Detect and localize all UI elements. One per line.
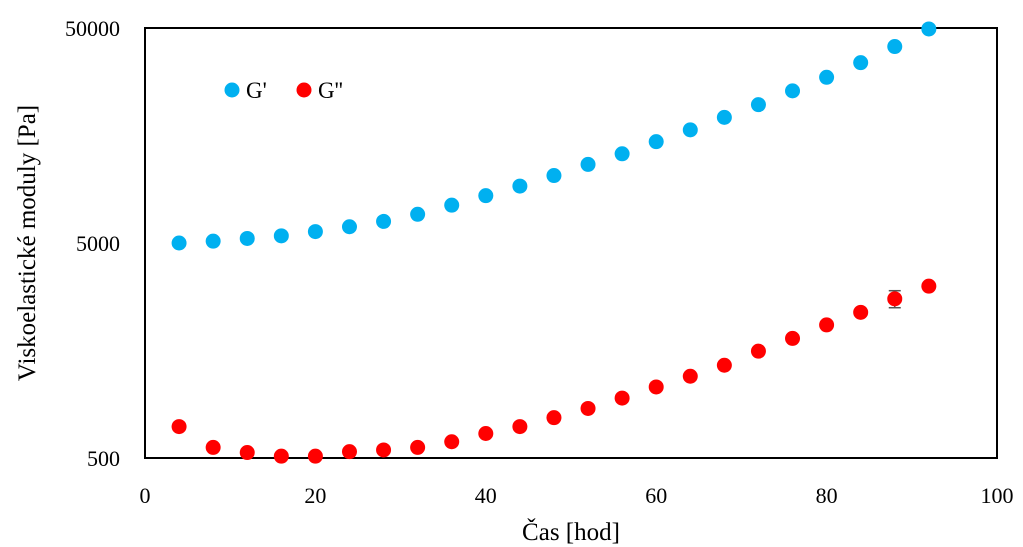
series-2-point — [239, 445, 255, 461]
x-tick-label: 80 — [816, 483, 838, 508]
series-1-point — [921, 21, 937, 37]
series-2-point — [478, 426, 494, 442]
series-2-point — [614, 390, 630, 406]
y-axis-ticks: 500 5000 50000 — [65, 16, 120, 471]
series-2-point — [307, 448, 323, 464]
series-2-point — [716, 357, 732, 373]
y-tick-label: 5000 — [76, 231, 120, 256]
plot-frame — [144, 27, 998, 459]
series-1-point — [341, 219, 357, 235]
series-2-point — [853, 304, 869, 320]
series-2-point — [444, 434, 460, 450]
series-2-point — [546, 410, 562, 426]
series-1-point — [614, 146, 630, 162]
series-2-point — [682, 368, 698, 384]
series-1-point — [376, 213, 392, 229]
x-tick-label: 40 — [475, 483, 497, 508]
series-2-point — [921, 278, 937, 294]
series-1-point — [716, 109, 732, 125]
series-1-point — [239, 230, 255, 246]
series-1-point — [750, 97, 766, 113]
y-axis-label: Viskoelastické moduly [Pa] — [14, 105, 41, 381]
series-1-point — [819, 69, 835, 85]
series-2-point — [171, 419, 187, 435]
series-2-point — [341, 444, 357, 460]
series-2-point — [376, 442, 392, 458]
legend-marker — [296, 82, 312, 98]
series-2-point — [648, 379, 664, 395]
series-2-point — [750, 343, 766, 359]
series-2-point — [580, 400, 596, 416]
series-1-point — [546, 168, 562, 184]
series-2-point — [819, 317, 835, 333]
series-1-point — [512, 178, 528, 194]
data-points — [171, 21, 937, 464]
series-1-point — [444, 197, 460, 213]
series-1-point — [887, 39, 903, 55]
x-tick-label: 0 — [140, 483, 151, 508]
series-1-point — [205, 233, 221, 249]
series-1-point — [682, 122, 698, 138]
legend-marker — [224, 82, 240, 98]
x-axis-label: Čas [hod] — [522, 518, 620, 546]
series-1-point — [307, 224, 323, 240]
series-2-point — [410, 439, 426, 455]
series-1-point — [171, 235, 187, 251]
series-2-point — [785, 330, 801, 346]
x-axis-ticks: 0 20 40 60 80 100 — [140, 483, 1014, 508]
legend-label: G'' — [318, 78, 343, 103]
series-1-point — [785, 83, 801, 99]
x-tick-label: 60 — [645, 483, 667, 508]
series-2-point — [205, 439, 221, 455]
series-1-point — [648, 134, 664, 150]
series-1-point — [580, 156, 596, 172]
series-1-point — [410, 206, 426, 222]
legend-label: G' — [246, 78, 267, 103]
series-1-point — [273, 228, 289, 244]
x-tick-label: 100 — [981, 483, 1014, 508]
legend: G' G'' — [224, 78, 343, 103]
series-2-point — [887, 291, 903, 307]
series-2-point — [512, 419, 528, 435]
series-1-point — [478, 188, 494, 204]
x-tick-label: 20 — [304, 483, 326, 508]
y-tick-label: 50000 — [65, 16, 120, 41]
series-1-point — [853, 55, 869, 71]
y-tick-label: 500 — [87, 446, 120, 471]
series-2-point — [273, 448, 289, 464]
